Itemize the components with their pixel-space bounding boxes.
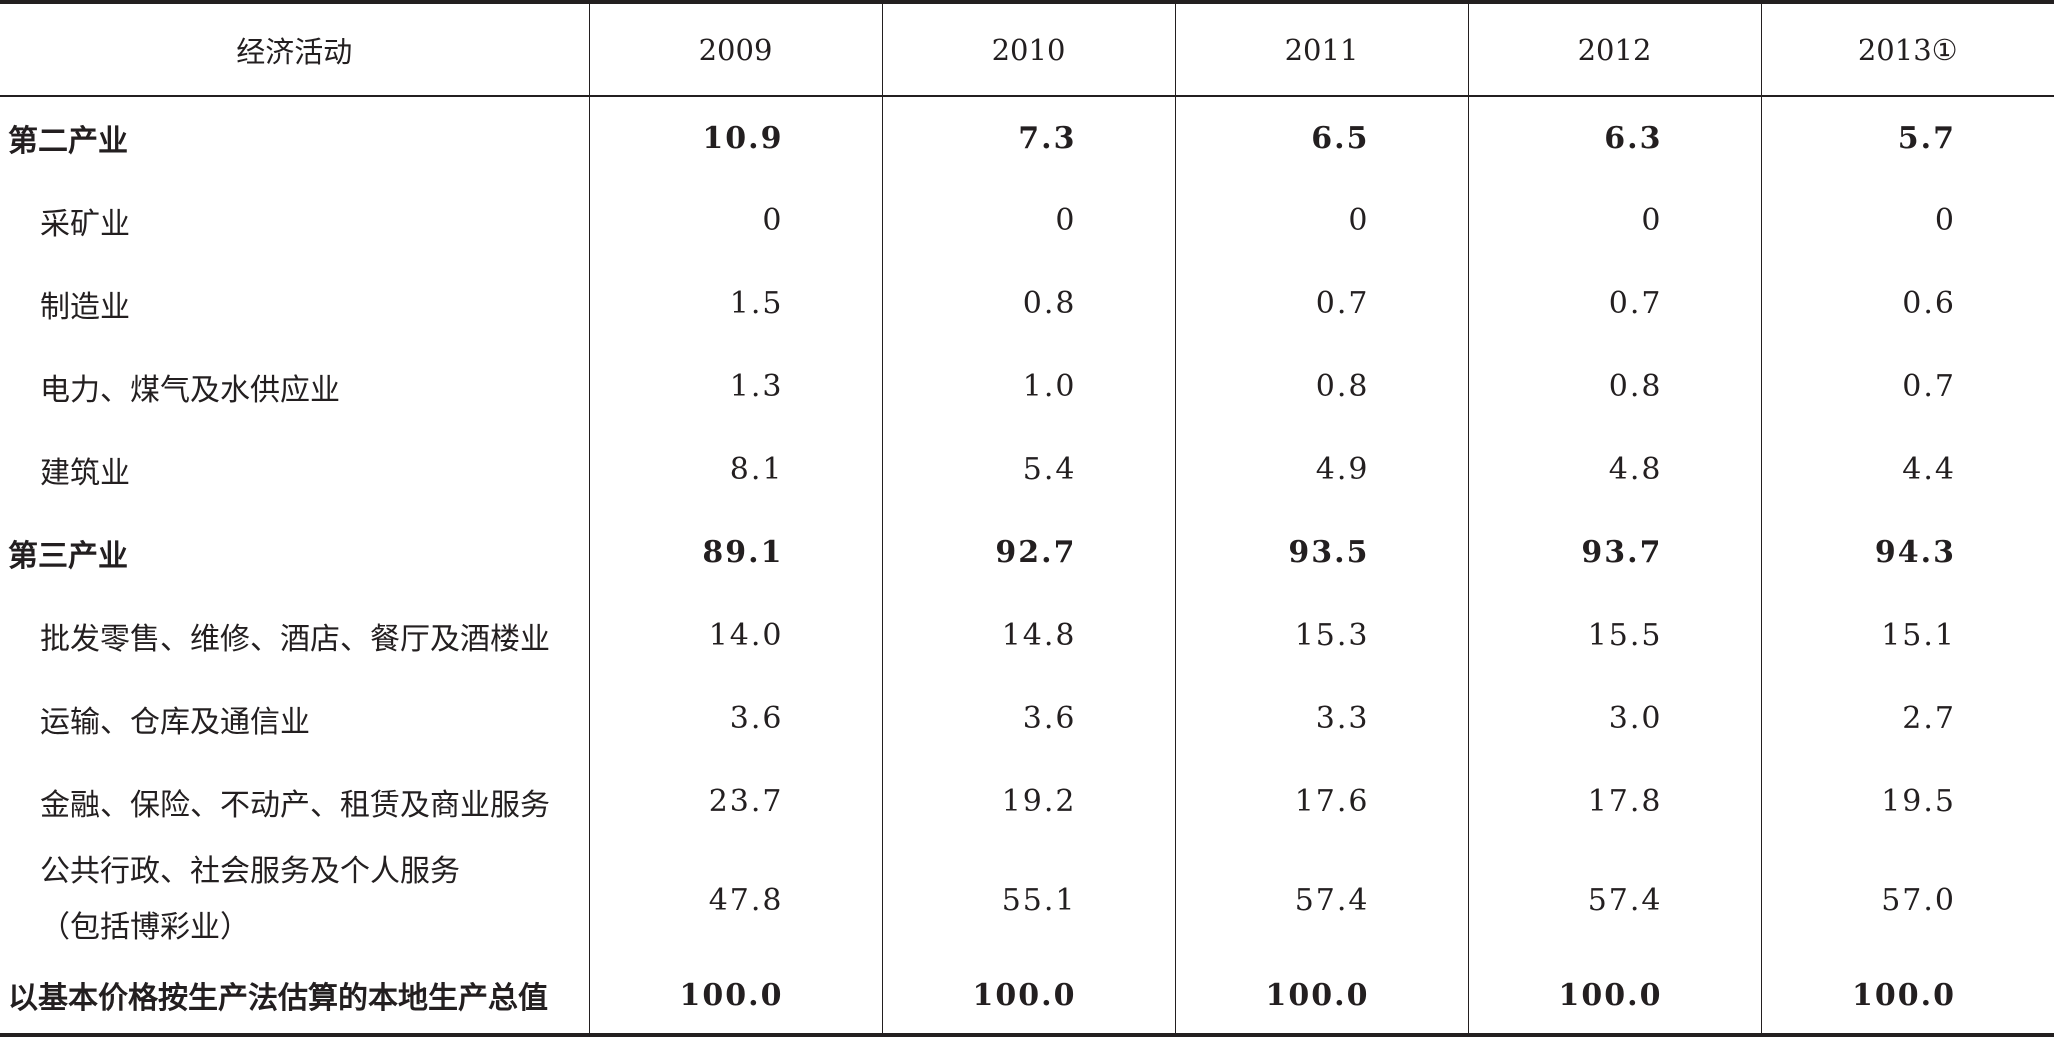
- cell-value: 5.7: [1760, 96, 2054, 179]
- cell-value: 92.7: [881, 511, 1175, 594]
- row-label: 制造业: [40, 289, 130, 325]
- row-label: 建筑业: [40, 455, 130, 491]
- cell-value: 55.1: [881, 843, 1175, 957]
- cell-value: 4.4: [1760, 428, 2054, 511]
- cell-value: 100.0: [1467, 957, 1761, 1037]
- header-year-2010: 2010: [881, 0, 1175, 97]
- header-year-2012: 2012: [1467, 0, 1761, 97]
- cell-value: 100.0: [881, 957, 1175, 1037]
- cell-value: 15.1: [1760, 594, 2054, 677]
- header-year-2011: 2011: [1174, 0, 1468, 97]
- cell-value: 3.3: [1174, 677, 1468, 760]
- table-row: 采矿业 0 0 0 0 0: [0, 179, 2054, 262]
- cell-value: 3.6: [588, 677, 882, 760]
- cell-value: 94.3: [1760, 511, 2054, 594]
- cell-value: 1.5: [588, 262, 882, 345]
- cell-value: 0.7: [1467, 262, 1761, 345]
- cell-value: 14.0: [588, 594, 882, 677]
- cell-value: 0.8: [881, 262, 1175, 345]
- cell-value: 19.5: [1760, 760, 2054, 843]
- cell-value: 0: [1174, 179, 1468, 262]
- cell-value: 0.7: [1174, 262, 1468, 345]
- cell-value: 2.7: [1760, 677, 2054, 760]
- table-row: 以基本价格按生产法估算的本地生产总值 100.0 100.0 100.0 100…: [0, 957, 2054, 1037]
- cell-value: 0.8: [1174, 345, 1468, 428]
- cell-value: 15.5: [1467, 594, 1761, 677]
- cell-value: 0: [881, 179, 1175, 262]
- cell-value: 4.9: [1174, 428, 1468, 511]
- row-label: 采矿业: [40, 206, 130, 242]
- cell-value: 15.3: [1174, 594, 1468, 677]
- table-row: 建筑业 8.1 5.4 4.9 4.8 4.4: [0, 428, 2054, 511]
- table-row: 电力、煤气及水供应业 1.3 1.0 0.8 0.8 0.7: [0, 345, 2054, 428]
- row-label: 金融、保险、不动产、租赁及商业服务: [40, 787, 550, 823]
- cell-value: 23.7: [588, 760, 882, 843]
- cell-value: 17.6: [1174, 760, 1468, 843]
- cell-value: 14.8: [881, 594, 1175, 677]
- cell-value: 0: [1760, 179, 2054, 262]
- table-row: 第二产业 10.9 7.3 6.5 6.3 5.7: [0, 96, 2054, 179]
- cell-value: 1.3: [588, 345, 882, 428]
- table-row: 公共行政、社会服务及个人服务 （包括博彩业） 47.8 55.1 57.4 57.…: [0, 843, 2054, 957]
- row-label-line2: （包括博彩业）: [40, 910, 250, 945]
- cell-value: 10.9: [588, 96, 882, 179]
- cell-value: 57.0: [1760, 843, 2054, 957]
- cell-value: 57.4: [1467, 843, 1761, 957]
- cell-value: 6.3: [1467, 96, 1761, 179]
- row-label: 以基本价格按生产法估算的本地生产总值: [0, 957, 589, 1037]
- cell-value: 100.0: [1174, 957, 1468, 1037]
- row-label-line1: 公共行政、社会服务及个人服务: [40, 854, 460, 889]
- header-year-2009: 2009: [588, 0, 882, 97]
- row-label: 电力、煤气及水供应业: [40, 372, 340, 408]
- cell-value: 3.6: [881, 677, 1175, 760]
- cell-value: 93.7: [1467, 511, 1761, 594]
- header-row: 经济活动 2009 2010 2011 2012 2013①: [0, 0, 2054, 97]
- table-row: 第三产业 89.1 92.7 93.5 93.7 94.3: [0, 511, 2054, 594]
- cell-value: 4.8: [1467, 428, 1761, 511]
- row-label: 运输、仓库及通信业: [40, 704, 310, 740]
- table-row: 金融、保险、不动产、租赁及商业服务 23.7 19.2 17.6 17.8 19…: [0, 760, 2054, 843]
- table-row: 批发零售、维修、酒店、餐厅及酒楼业 14.0 14.8 15.3 15.5 15…: [0, 594, 2054, 677]
- cell-value: 0: [1467, 179, 1761, 262]
- cell-value: 57.4: [1174, 843, 1468, 957]
- cell-value: 6.5: [1174, 96, 1468, 179]
- cell-value: 100.0: [588, 957, 882, 1037]
- row-label: 第三产业: [8, 538, 128, 574]
- cell-value: 8.1: [588, 428, 882, 511]
- cell-value: 5.4: [881, 428, 1175, 511]
- header-activity: 经济活动: [0, 0, 589, 97]
- row-label: 第二产业: [8, 124, 128, 159]
- cell-value: 0.6: [1760, 262, 2054, 345]
- cell-value: 100.0: [1760, 957, 2054, 1037]
- row-label: 批发零售、维修、酒店、餐厅及酒楼业: [40, 621, 550, 657]
- cell-value: 17.8: [1467, 760, 1761, 843]
- cell-value: 93.5: [1174, 511, 1468, 594]
- cell-value: 0: [588, 179, 882, 262]
- cell-value: 19.2: [881, 760, 1175, 843]
- table-row: 制造业 1.5 0.8 0.7 0.7 0.6: [0, 262, 2054, 345]
- row-label: 公共行政、社会服务及个人服务 （包括博彩业）: [0, 843, 589, 957]
- header-year-2013: 2013①: [1760, 0, 2054, 97]
- cell-value: 7.3: [881, 96, 1175, 179]
- cell-value: 47.8: [588, 843, 882, 957]
- cell-value: 0.8: [1467, 345, 1761, 428]
- table-row: 运输、仓库及通信业 3.6 3.6 3.3 3.0 2.7: [0, 677, 2054, 760]
- cell-value: 89.1: [588, 511, 882, 594]
- cell-value: 0.7: [1760, 345, 2054, 428]
- cell-value: 3.0: [1467, 677, 1761, 760]
- cell-value: 1.0: [881, 345, 1175, 428]
